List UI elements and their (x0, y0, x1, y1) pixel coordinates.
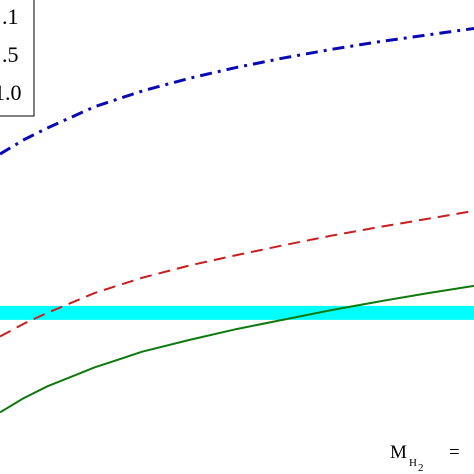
legend-entry-1: .1 (2, 4, 19, 29)
legend-box (0, 0, 35, 117)
series-layer (0, 26, 474, 414)
legend-entry-3: 1.0 (0, 80, 22, 105)
annotation-subsub: 2 (418, 462, 424, 474)
annotation-main: M (390, 442, 407, 463)
mass-annotation: M H 2 = (390, 442, 460, 474)
annotation-sub: H (409, 457, 417, 469)
series-line-3 (0, 284, 474, 414)
series-line-1 (0, 26, 474, 156)
series-line-2 (0, 209, 474, 338)
legend-entry-2: .5 (2, 42, 19, 67)
annotation-suffix: = (449, 442, 460, 463)
legend: .1 .5 1.0 (0, 0, 35, 117)
